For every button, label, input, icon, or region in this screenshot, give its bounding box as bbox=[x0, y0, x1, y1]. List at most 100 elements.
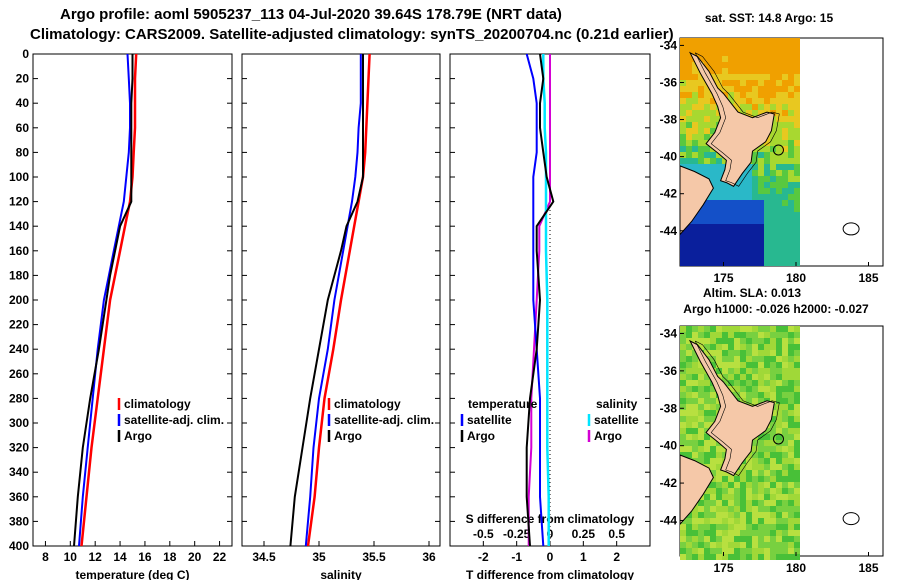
map-cell bbox=[704, 206, 710, 212]
map-cell bbox=[710, 542, 716, 548]
map-0 bbox=[679, 37, 884, 267]
map-cell bbox=[728, 254, 734, 260]
map-cell bbox=[752, 50, 758, 56]
map-cell bbox=[776, 494, 782, 500]
map-cell bbox=[788, 152, 794, 158]
map-cell bbox=[728, 260, 734, 266]
map-cell bbox=[770, 236, 776, 242]
sst-map-title: sat. SST: 14.8 Argo: 15 bbox=[705, 11, 834, 25]
map-cell bbox=[710, 458, 716, 464]
map-cell bbox=[698, 326, 704, 332]
map-cell bbox=[758, 260, 764, 266]
map-cell bbox=[764, 542, 770, 548]
map-cell bbox=[746, 524, 752, 530]
map-cell bbox=[740, 518, 746, 524]
depth-tick-label: 400 bbox=[9, 539, 29, 553]
map-cell bbox=[686, 524, 692, 530]
map-cell bbox=[722, 236, 728, 242]
map-cell bbox=[788, 542, 794, 548]
map-cell bbox=[740, 200, 746, 206]
map-cell bbox=[716, 38, 722, 44]
map-cell bbox=[764, 74, 770, 80]
map-cell bbox=[740, 374, 746, 380]
map-cell bbox=[764, 344, 770, 350]
map-cell bbox=[680, 446, 686, 452]
map-cell bbox=[716, 350, 722, 356]
map-cell bbox=[692, 44, 698, 50]
map-cell bbox=[710, 416, 716, 422]
map-cell bbox=[788, 458, 794, 464]
map-cell bbox=[746, 218, 752, 224]
map-cell bbox=[704, 56, 710, 62]
map-cell bbox=[722, 548, 728, 554]
map-cell bbox=[794, 122, 800, 128]
map-cell bbox=[740, 470, 746, 476]
map-cell bbox=[710, 536, 716, 542]
map-cell bbox=[782, 422, 788, 428]
map-cell bbox=[686, 554, 692, 560]
map-cell bbox=[794, 374, 800, 380]
map-cell bbox=[782, 236, 788, 242]
map-cell bbox=[776, 98, 782, 104]
map-cell bbox=[698, 254, 704, 260]
depth-tick-label: 80 bbox=[16, 145, 30, 159]
map-cell bbox=[764, 518, 770, 524]
map-cell bbox=[752, 212, 758, 218]
map-cell bbox=[686, 446, 692, 452]
map-cell bbox=[782, 338, 788, 344]
map-cell bbox=[710, 356, 716, 362]
map-cell bbox=[776, 182, 782, 188]
map-cell bbox=[680, 380, 686, 386]
map-cell bbox=[734, 356, 740, 362]
map-cell bbox=[782, 86, 788, 92]
map-cell bbox=[788, 482, 794, 488]
map-cell bbox=[734, 344, 740, 350]
map-cell bbox=[740, 542, 746, 548]
map-cell bbox=[788, 422, 794, 428]
map-cell bbox=[764, 380, 770, 386]
map-cell bbox=[764, 212, 770, 218]
map-cell bbox=[722, 158, 728, 164]
map-cell bbox=[710, 326, 716, 332]
map-cell bbox=[740, 380, 746, 386]
map-cell bbox=[698, 230, 704, 236]
map-cell bbox=[728, 206, 734, 212]
map-cell bbox=[746, 80, 752, 86]
map-cell bbox=[782, 476, 788, 482]
map-cell bbox=[794, 380, 800, 386]
map-cell bbox=[788, 50, 794, 56]
map-cell bbox=[788, 452, 794, 458]
map-cell bbox=[794, 332, 800, 338]
map-cell bbox=[740, 230, 746, 236]
diff-top-tick-label: 0.5 bbox=[608, 527, 625, 541]
map-cell bbox=[704, 200, 710, 206]
map-cell bbox=[788, 218, 794, 224]
map-cell bbox=[686, 134, 692, 140]
map-cell bbox=[770, 446, 776, 452]
map-cell bbox=[680, 356, 686, 362]
map-cell bbox=[680, 530, 686, 536]
map-cell bbox=[740, 362, 746, 368]
map-cell bbox=[764, 338, 770, 344]
map-cell bbox=[758, 452, 764, 458]
map-cell bbox=[788, 488, 794, 494]
map-cell bbox=[770, 248, 776, 254]
map-cell bbox=[722, 206, 728, 212]
temp-xtick-label: 20 bbox=[188, 550, 202, 564]
map-cell bbox=[776, 488, 782, 494]
map-cell bbox=[776, 536, 782, 542]
map-cell bbox=[788, 188, 794, 194]
map-cell bbox=[758, 332, 764, 338]
map-cell bbox=[704, 374, 710, 380]
map-cell bbox=[770, 380, 776, 386]
map-cell bbox=[692, 452, 698, 458]
map-cell bbox=[788, 398, 794, 404]
diff-sal-legend-label: Argo bbox=[594, 429, 622, 443]
map-cell bbox=[782, 536, 788, 542]
map-cell bbox=[764, 62, 770, 68]
map-cell bbox=[710, 128, 716, 134]
map-cell bbox=[686, 350, 692, 356]
map-cell bbox=[782, 152, 788, 158]
map-cell bbox=[680, 128, 686, 134]
depth-tick-label: 100 bbox=[9, 170, 29, 184]
